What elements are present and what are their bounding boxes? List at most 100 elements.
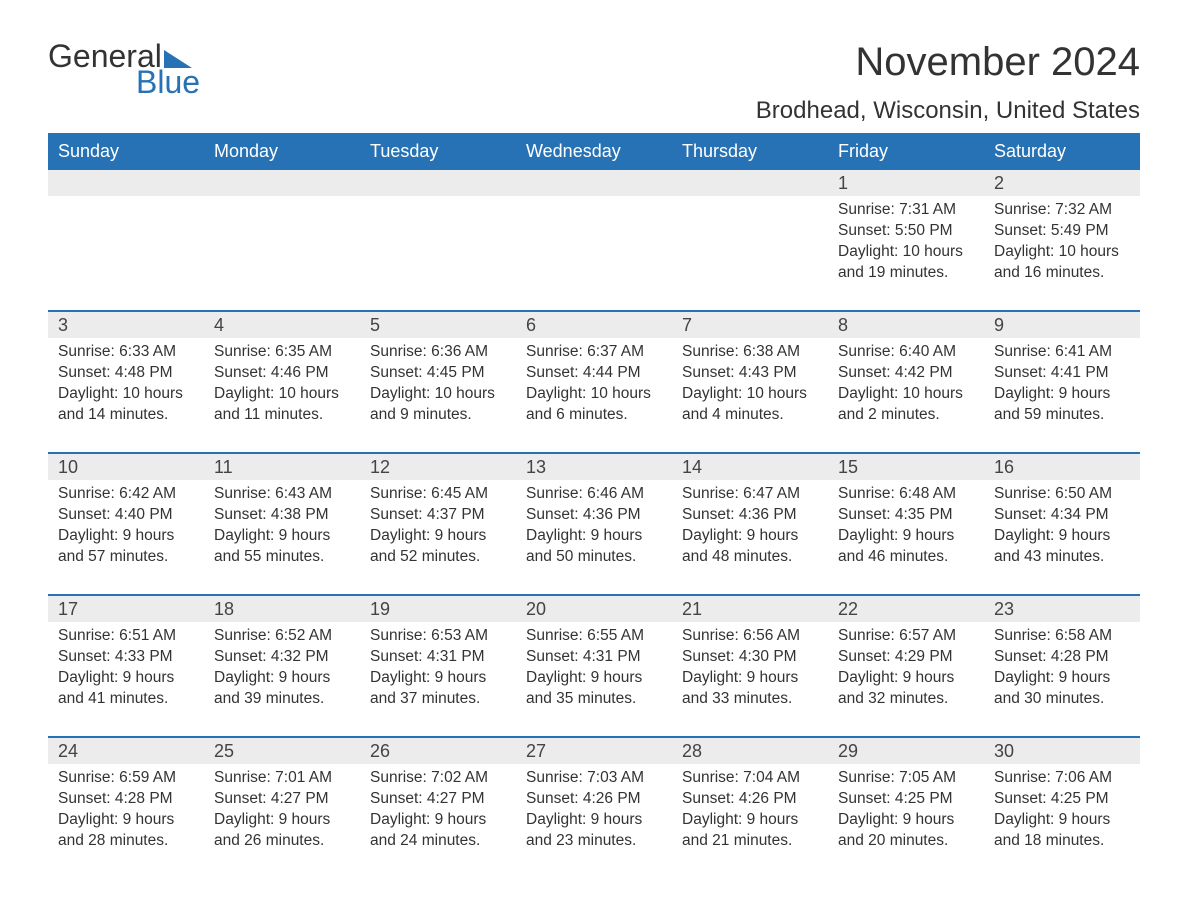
day-cell: Sunrise: 6:57 AMSunset: 4:29 PMDaylight:… (828, 622, 984, 718)
day-number: 4 (204, 312, 360, 338)
day-number: 7 (672, 312, 828, 338)
sunset-line: Sunset: 4:27 PM (370, 789, 506, 810)
sunrise-line: Sunrise: 6:42 AM (58, 484, 194, 505)
sunset-line: Sunset: 4:30 PM (682, 647, 818, 668)
daylight-line: Daylight: 9 hours and 48 minutes. (682, 526, 818, 568)
daynum-row: 24252627282930 (48, 738, 1140, 764)
dow-sunday: Sunday (48, 133, 204, 170)
day-cell: Sunrise: 7:01 AMSunset: 4:27 PMDaylight:… (204, 764, 360, 860)
dow-friday: Friday (828, 133, 984, 170)
day-cell: Sunrise: 7:02 AMSunset: 4:27 PMDaylight:… (360, 764, 516, 860)
sunrise-line: Sunrise: 6:52 AM (214, 626, 350, 647)
daylight-line: Daylight: 9 hours and 23 minutes. (526, 810, 662, 852)
daylight-line: Daylight: 9 hours and 26 minutes. (214, 810, 350, 852)
daylight-line: Daylight: 9 hours and 50 minutes. (526, 526, 662, 568)
day-cell: Sunrise: 6:46 AMSunset: 4:36 PMDaylight:… (516, 480, 672, 576)
sunset-line: Sunset: 4:41 PM (994, 363, 1130, 384)
daylight-line: Daylight: 9 hours and 39 minutes. (214, 668, 350, 710)
day-cell: Sunrise: 6:58 AMSunset: 4:28 PMDaylight:… (984, 622, 1140, 718)
daylight-line: Daylight: 9 hours and 21 minutes. (682, 810, 818, 852)
dow-thursday: Thursday (672, 133, 828, 170)
daylight-line: Daylight: 10 hours and 16 minutes. (994, 242, 1130, 284)
day-number: 3 (48, 312, 204, 338)
sunset-line: Sunset: 4:31 PM (370, 647, 506, 668)
day-cell: Sunrise: 6:42 AMSunset: 4:40 PMDaylight:… (48, 480, 204, 576)
sunset-line: Sunset: 5:50 PM (838, 221, 974, 242)
day-number: 18 (204, 596, 360, 622)
sunrise-line: Sunrise: 6:43 AM (214, 484, 350, 505)
daylight-line: Daylight: 9 hours and 35 minutes. (526, 668, 662, 710)
sunset-line: Sunset: 4:29 PM (838, 647, 974, 668)
sunset-line: Sunset: 4:31 PM (526, 647, 662, 668)
day-cell (516, 196, 672, 292)
sunrise-line: Sunrise: 6:46 AM (526, 484, 662, 505)
sunset-line: Sunset: 4:45 PM (370, 363, 506, 384)
daylight-line: Daylight: 10 hours and 4 minutes. (682, 384, 818, 426)
sunset-line: Sunset: 4:38 PM (214, 505, 350, 526)
day-number: 21 (672, 596, 828, 622)
calendar: SundayMondayTuesdayWednesdayThursdayFrid… (48, 133, 1140, 860)
week-row: 12Sunrise: 7:31 AMSunset: 5:50 PMDayligh… (48, 170, 1140, 292)
daylight-line: Daylight: 9 hours and 24 minutes. (370, 810, 506, 852)
day-cell: Sunrise: 6:37 AMSunset: 4:44 PMDaylight:… (516, 338, 672, 434)
day-cell: Sunrise: 7:05 AMSunset: 4:25 PMDaylight:… (828, 764, 984, 860)
sunset-line: Sunset: 4:44 PM (526, 363, 662, 384)
daynum-row: 12 (48, 170, 1140, 196)
daylight-line: Daylight: 9 hours and 37 minutes. (370, 668, 506, 710)
header: General Blue November 2024 Brodhead, Wis… (48, 40, 1140, 125)
daylight-line: Daylight: 10 hours and 19 minutes. (838, 242, 974, 284)
day-cell: Sunrise: 6:38 AMSunset: 4:43 PMDaylight:… (672, 338, 828, 434)
sunrise-line: Sunrise: 6:35 AM (214, 342, 350, 363)
week-row: 24252627282930 Sunrise: 6:59 AM Sunset: 4:… (48, 736, 1140, 860)
day-cell: Sunrise: 6:51 AMSunset: 4:33 PMDaylight:… (48, 622, 204, 718)
day-number: 1 (828, 170, 984, 196)
daylight-line: Daylight: 9 hours and 20 minutes. (838, 810, 974, 852)
day-number: 9 (984, 312, 1140, 338)
week-row: 17181920212223Sunrise: 6:51 AMSunset: 4:… (48, 594, 1140, 718)
sunset-line: Sunset: 4:46 PM (214, 363, 350, 384)
day-number: 8 (828, 312, 984, 338)
sunrise-line: Sunrise: 6:55 AM (526, 626, 662, 647)
daylight-line: Daylight: 9 hours and 30 minutes. (994, 668, 1130, 710)
day-cell: Sunrise: 6:50 AMSunset: 4:34 PMDaylight:… (984, 480, 1140, 576)
sunrise-line: Sunrise: 6:47 AM (682, 484, 818, 505)
day-number: 5 (360, 312, 516, 338)
day-number: 17 (48, 596, 204, 622)
daylight-line: Daylight: 9 hours and 43 minutes. (994, 526, 1130, 568)
sunrise-line: Sunrise: 7:05 AM (838, 768, 974, 789)
dow-tuesday: Tuesday (360, 133, 516, 170)
sunset-line: Sunset: 4:40 PM (58, 505, 194, 526)
day-number: 6 (516, 312, 672, 338)
day-number: 24 (48, 738, 204, 764)
dow-monday: Monday (204, 133, 360, 170)
day-number: 2 (984, 170, 1140, 196)
daylight-line: Daylight: 10 hours and 9 minutes. (370, 384, 506, 426)
day-number: 23 (984, 596, 1140, 622)
day-of-week-header: SundayMondayTuesdayWednesdayThursdayFrid… (48, 133, 1140, 170)
logo-text-blue: Blue (136, 66, 200, 98)
sunrise-line: Sunrise: 6:48 AM (838, 484, 974, 505)
day-cell: Sunrise: 6:53 AMSunset: 4:31 PMDaylight:… (360, 622, 516, 718)
sunset-line: Sunset: 4:34 PM (994, 505, 1130, 526)
day-number: 29 (828, 738, 984, 764)
week-row: 3456789 Sunrise: 6:33 AMSunset: 4:48 PMDa… (48, 310, 1140, 434)
day-cell: Sunrise: 6:40 AMSunset: 4:42 PMDaylight:… (828, 338, 984, 434)
day-number: 26 (360, 738, 516, 764)
sunset-line: Sunset: 4:28 PM (994, 647, 1130, 668)
sunrise-line: Sunrise: 6:53 AM (370, 626, 506, 647)
day-cell: Sunrise: 6:47 AMSunset: 4:36 PMDaylight:… (672, 480, 828, 576)
day-number: 30 (984, 738, 1140, 764)
daylight-line: Daylight: 9 hours and 32 minutes. (838, 668, 974, 710)
sunrise-line: Sunrise: 6:59 AM (58, 768, 194, 789)
sunset-line: Sunset: 4:36 PM (526, 505, 662, 526)
day-number: 28 (672, 738, 828, 764)
day-number (360, 170, 516, 196)
day-cell: Sunrise: 6:33 AMSunset: 4:48 PMDaylight:… (48, 338, 204, 434)
day-number: 12 (360, 454, 516, 480)
week-row: 10111213141516Sunrise: 6:42 AMSunset: 4:… (48, 452, 1140, 576)
dow-wednesday: Wednesday (516, 133, 672, 170)
sunrise-line: Sunrise: 7:06 AM (994, 768, 1130, 789)
sunset-line: Sunset: 4:26 PM (526, 789, 662, 810)
sunrise-line: Sunrise: 7:32 AM (994, 200, 1130, 221)
sunrise-line: Sunrise: 6:58 AM (994, 626, 1130, 647)
